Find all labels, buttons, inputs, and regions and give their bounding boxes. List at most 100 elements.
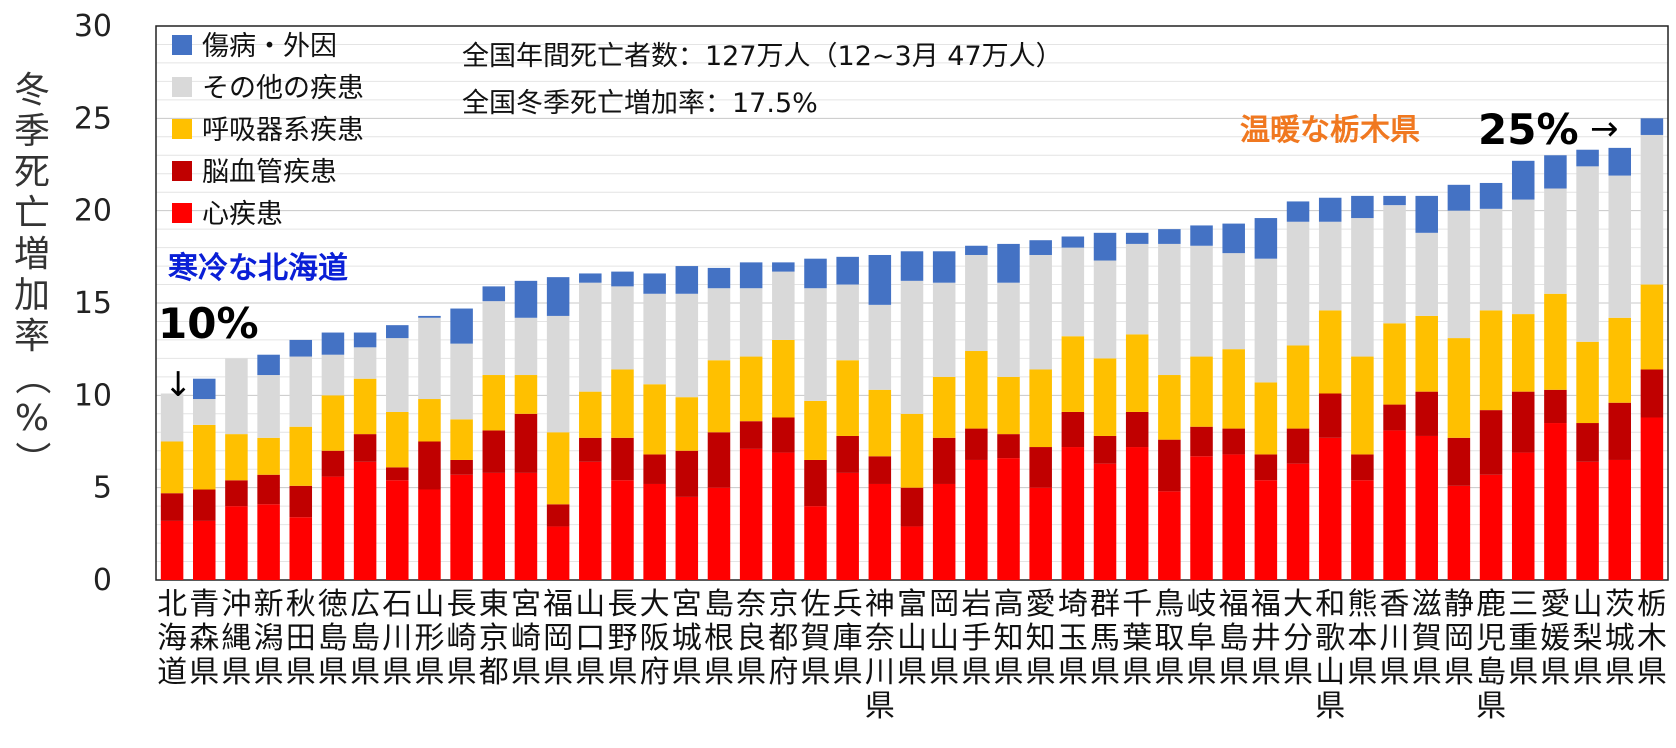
x-tick-label-char: 県 bbox=[1508, 655, 1538, 690]
y-axis-label-char: ） bbox=[11, 441, 52, 477]
x-tick-label-char: 県 bbox=[897, 655, 927, 690]
bar-segment bbox=[1318, 197, 1342, 222]
x-tick-label-char: 島 bbox=[318, 621, 348, 656]
x-tick-label-char: 秋 bbox=[286, 587, 316, 622]
bar-segment bbox=[386, 338, 409, 412]
x-tick-label-char: 川 bbox=[382, 621, 412, 656]
bar-segment bbox=[1125, 232, 1149, 244]
x-tick-label-char: 県 bbox=[543, 655, 573, 690]
x-tick-label: 岐阜県 bbox=[1187, 587, 1217, 690]
bar-segment bbox=[321, 476, 345, 580]
y-tick-label: 5 bbox=[93, 471, 112, 506]
x-tick-label-char: 兵 bbox=[833, 587, 863, 622]
bar-segment bbox=[965, 245, 988, 255]
bar-segment bbox=[1222, 454, 1245, 580]
x-tick-label-char: 阪 bbox=[640, 621, 670, 656]
x-tick-label-char: 県 bbox=[994, 655, 1024, 690]
x-tick-label: 茨城県 bbox=[1605, 587, 1635, 690]
x-tick-label-char: 群 bbox=[1090, 587, 1120, 622]
bar-segment bbox=[772, 271, 795, 340]
x-tick-label-char: 縄 bbox=[221, 621, 251, 656]
x-tick-label: 北海道 bbox=[157, 587, 187, 690]
x-tick-label-char: 京 bbox=[768, 587, 798, 622]
x-tick-label: 兵庫県 bbox=[833, 587, 863, 690]
bar-segment bbox=[1576, 423, 1599, 462]
x-tick-label-char: 重 bbox=[1508, 621, 1538, 656]
bar-segment bbox=[1125, 334, 1149, 412]
x-tick-label-char: 阜 bbox=[1187, 621, 1217, 656]
bar-segment bbox=[353, 434, 377, 462]
bar-segment bbox=[192, 424, 216, 490]
bar-segment bbox=[1447, 184, 1471, 211]
x-tick-label-char: 島 bbox=[1219, 621, 1249, 656]
x-tick-label-char: 潟 bbox=[254, 621, 284, 656]
bar-segment bbox=[546, 315, 570, 433]
x-tick-label-char: 富 bbox=[897, 587, 927, 622]
bar-segment bbox=[965, 459, 988, 580]
bar-segment bbox=[1576, 166, 1599, 342]
x-tick-label: 山口県 bbox=[575, 587, 605, 690]
bar-segment bbox=[1190, 426, 1213, 457]
bar-segment bbox=[1544, 389, 1567, 424]
bar-segment bbox=[1415, 435, 1438, 580]
bar-segment bbox=[1608, 459, 1632, 580]
bar-segment bbox=[1093, 260, 1117, 359]
bar-segment bbox=[739, 421, 763, 449]
y-tick-label: 0 bbox=[93, 563, 112, 598]
y-tick-label: 25 bbox=[74, 101, 112, 136]
x-tick-label: 埼玉県 bbox=[1058, 587, 1088, 690]
bar-segment bbox=[225, 434, 248, 481]
x-tick-label-char: 岡 bbox=[929, 587, 959, 622]
x-tick-label-char: 青 bbox=[189, 587, 219, 622]
x-tick-label-char: 田 bbox=[286, 621, 316, 656]
y-axis-tick-labels: 0 5 10 15 20 25 30 bbox=[74, 9, 112, 598]
x-tick-label-char: 県 bbox=[511, 655, 541, 690]
x-tick-label: 熊本県 bbox=[1347, 587, 1377, 690]
bar-segment bbox=[836, 360, 859, 436]
x-tick-label-char: 県 bbox=[1090, 655, 1120, 690]
x-tick-label: 千葉県 bbox=[1122, 587, 1152, 690]
bar-segment bbox=[900, 526, 924, 580]
bar-segment bbox=[932, 483, 956, 580]
bar-segment bbox=[1479, 410, 1503, 475]
x-tick-label: 佐賀県 bbox=[800, 587, 830, 690]
bar-segment bbox=[739, 288, 763, 357]
x-tick-label-char: 県 bbox=[1251, 655, 1281, 690]
x-tick-label-char: 児 bbox=[1476, 621, 1506, 656]
bar-segment bbox=[997, 376, 1020, 435]
x-tick-label-char: 北 bbox=[157, 587, 187, 622]
x-tick-label-char: 取 bbox=[1154, 621, 1184, 656]
x-tick-label: 福岡県 bbox=[543, 587, 573, 690]
bar-segment bbox=[932, 282, 956, 377]
bar-segment bbox=[675, 450, 699, 497]
x-tick-label-char: 県 bbox=[254, 655, 284, 690]
bar-segment bbox=[1640, 284, 1664, 370]
bar-segment bbox=[1286, 463, 1310, 580]
bar-segment bbox=[418, 317, 441, 400]
bar-segment bbox=[1351, 218, 1374, 357]
x-tick-label-char: 滋 bbox=[1412, 587, 1442, 622]
x-tick-label-char: 都 bbox=[768, 621, 798, 656]
legend-swatch bbox=[172, 161, 192, 181]
x-tick-label-char: 県 bbox=[929, 655, 959, 690]
bar-segment bbox=[643, 273, 666, 294]
x-tick-label-char: 森 bbox=[189, 621, 219, 656]
x-tick-label-char: 形 bbox=[414, 621, 444, 656]
x-tick-label: 長野県 bbox=[607, 587, 637, 690]
bar-segment bbox=[1351, 356, 1374, 455]
x-tick-label-char: 県 bbox=[1637, 655, 1667, 690]
bar-segment bbox=[1479, 474, 1503, 580]
bar-segment bbox=[868, 389, 892, 457]
x-tick-label: 群馬県 bbox=[1090, 587, 1120, 690]
bar-segment bbox=[192, 399, 216, 425]
legend-swatch bbox=[172, 203, 192, 223]
bar-segment bbox=[192, 378, 216, 400]
x-tick-label-char: 府 bbox=[640, 655, 670, 690]
bar-segment bbox=[1061, 236, 1085, 248]
bar-segment bbox=[1029, 487, 1052, 580]
x-tick-label-char: 島 bbox=[1476, 655, 1506, 690]
callout-cold-arrow: ↓ bbox=[164, 365, 193, 405]
legend-swatch bbox=[172, 77, 192, 97]
